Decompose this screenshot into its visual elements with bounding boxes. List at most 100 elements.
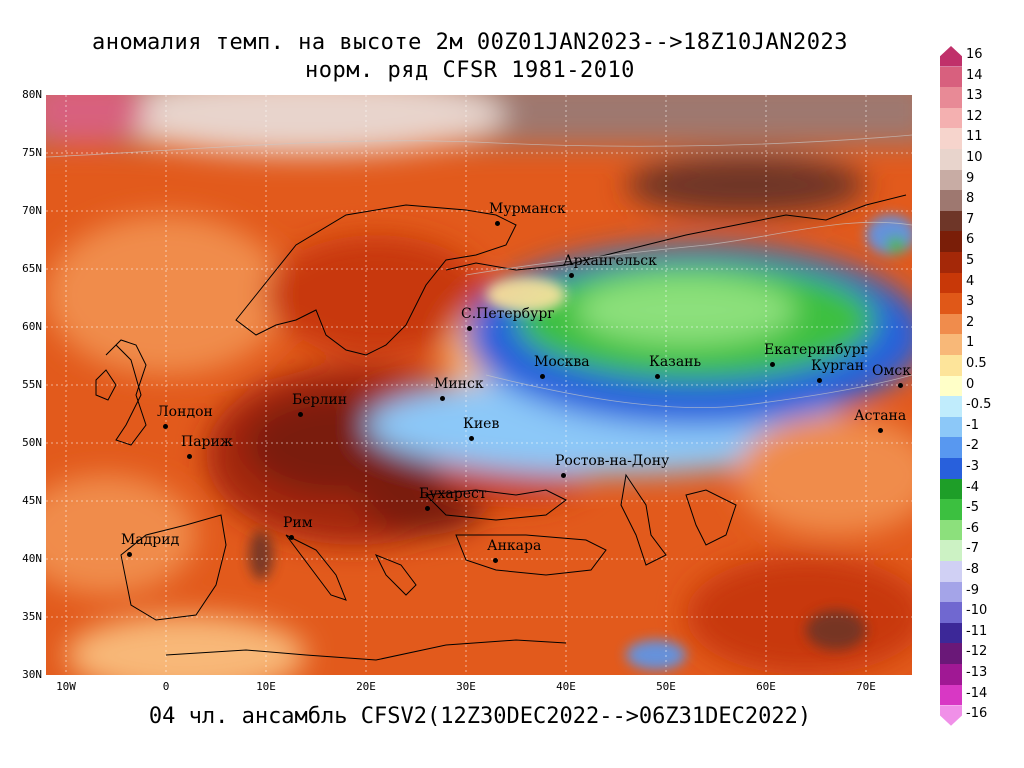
- lon-tick-label: 40E: [556, 680, 576, 693]
- lat-tick-label: 60N: [22, 320, 42, 333]
- legend-label: 5: [966, 253, 975, 268]
- city-label: С.Петербург: [461, 306, 555, 323]
- legend-label: -3: [966, 459, 979, 474]
- city-marker: [440, 395, 445, 401]
- city-marker: [289, 534, 294, 540]
- lat-tick-label: 65N: [22, 262, 42, 275]
- city-marker: [898, 383, 903, 388]
- legend-label: -7: [966, 541, 979, 557]
- legend-label: 0.5: [966, 356, 987, 371]
- lat-tick-label: 55N: [22, 378, 42, 391]
- lon-tick-label: 60E: [756, 680, 776, 693]
- legend-label: -14: [966, 685, 988, 701]
- city-marker: [540, 374, 545, 380]
- legend-swatch: [940, 66, 962, 88]
- chart-subtitle: норм. ряд CFSR 1981-2010: [305, 58, 635, 83]
- legend-swatch: [940, 705, 962, 726]
- legend-swatch: [940, 252, 962, 273]
- legend-swatch: [940, 107, 962, 129]
- legend-label: 14: [966, 67, 983, 83]
- city-label: Минск: [434, 375, 484, 392]
- city-label: Рим: [283, 514, 313, 531]
- city-label: Мадрид: [121, 532, 180, 549]
- city-marker: [493, 558, 498, 564]
- legend-label: 16: [966, 47, 983, 62]
- legend-swatch: [940, 272, 962, 294]
- legend-swatch: [940, 499, 962, 520]
- legend-swatch: [940, 643, 962, 664]
- legend-swatch: [940, 231, 962, 252]
- city-label: Киев: [463, 415, 500, 432]
- lat-tick-label: 45N: [22, 494, 42, 507]
- city-label: Москва: [534, 354, 590, 371]
- footer-caption: 04 чл. ансамбль CFSV2(12Z30DEC2022-->06Z…: [148, 704, 812, 729]
- lon-tick-label: 0: [162, 680, 170, 693]
- legend-label: -16: [966, 706, 988, 722]
- legend-label: 2: [966, 314, 975, 330]
- city-marker: [655, 373, 660, 379]
- city-label: Лондон: [157, 403, 213, 420]
- lon-tick-label: 10W: [56, 680, 76, 693]
- legend-swatch: [940, 313, 962, 335]
- lat-tick-label: 70N: [22, 204, 42, 217]
- city-marker: [569, 272, 574, 278]
- city-label: Бухарест: [419, 485, 487, 502]
- legend-label: 3: [966, 294, 975, 310]
- city-label: Омск: [872, 363, 911, 379]
- legend-swatch: [940, 396, 962, 417]
- city-marker: [561, 473, 566, 479]
- city-label: Мурманск: [489, 200, 566, 217]
- legend-label: -9: [966, 582, 979, 598]
- lon-tick-label: 30E: [456, 680, 476, 693]
- legend-swatch: [940, 46, 962, 67]
- legend-swatch: [940, 149, 962, 170]
- legend-swatch: [940, 416, 962, 438]
- legend-swatch: [940, 478, 962, 500]
- legend-swatch: [940, 437, 962, 458]
- legend-label: 11: [966, 129, 983, 145]
- legend-label: -1: [966, 417, 979, 433]
- city-marker: [817, 378, 822, 384]
- legend-swatch: [940, 355, 962, 376]
- city-marker: [127, 552, 132, 558]
- city-label: Анкара: [487, 538, 542, 555]
- legend-swatch: [940, 581, 962, 603]
- legend-label: 1: [966, 335, 975, 351]
- legend-swatch: [940, 664, 962, 685]
- city-label: Астана: [854, 408, 907, 425]
- legend-swatch: [940, 602, 962, 623]
- legend-swatch: [940, 190, 962, 211]
- legend-label: 4: [966, 273, 975, 289]
- legend-swatch: [940, 622, 962, 644]
- city-label: Париж: [181, 433, 233, 450]
- legend-label: 12: [966, 108, 983, 124]
- legend-label: -4: [966, 479, 979, 495]
- city-label: Ростов-на-Дону: [555, 453, 670, 470]
- city-label: Архангельск: [563, 252, 657, 269]
- lat-tick-label: 30N: [22, 668, 42, 681]
- lat-tick-label: 35N: [22, 610, 42, 623]
- city-label: Берлин: [292, 392, 348, 408]
- legend-swatch: [940, 561, 962, 582]
- city-label: Казань: [649, 353, 702, 370]
- legend-swatch: [940, 210, 962, 232]
- anomaly-field: [46, 95, 912, 675]
- city-marker: [187, 453, 192, 459]
- city-marker: [469, 435, 474, 441]
- legend-label: -0.5: [966, 397, 992, 413]
- legend-label: 8: [966, 191, 975, 207]
- city-label: Курган: [811, 358, 865, 375]
- lon-tick-label: 50E: [656, 680, 676, 693]
- lon-tick-label: 70E: [856, 680, 876, 693]
- legend-label: 13: [966, 88, 983, 104]
- legend-label: -12: [966, 644, 988, 660]
- legend-swatch: [940, 169, 962, 191]
- lat-tick-label: 75N: [22, 146, 42, 159]
- city-marker: [770, 362, 775, 368]
- legend-label: -5: [966, 500, 979, 516]
- city-marker: [298, 412, 303, 417]
- legend-swatch: [940, 684, 962, 706]
- city-marker: [467, 326, 472, 332]
- legend-swatch: [940, 375, 962, 397]
- legend-label: -10: [966, 603, 988, 619]
